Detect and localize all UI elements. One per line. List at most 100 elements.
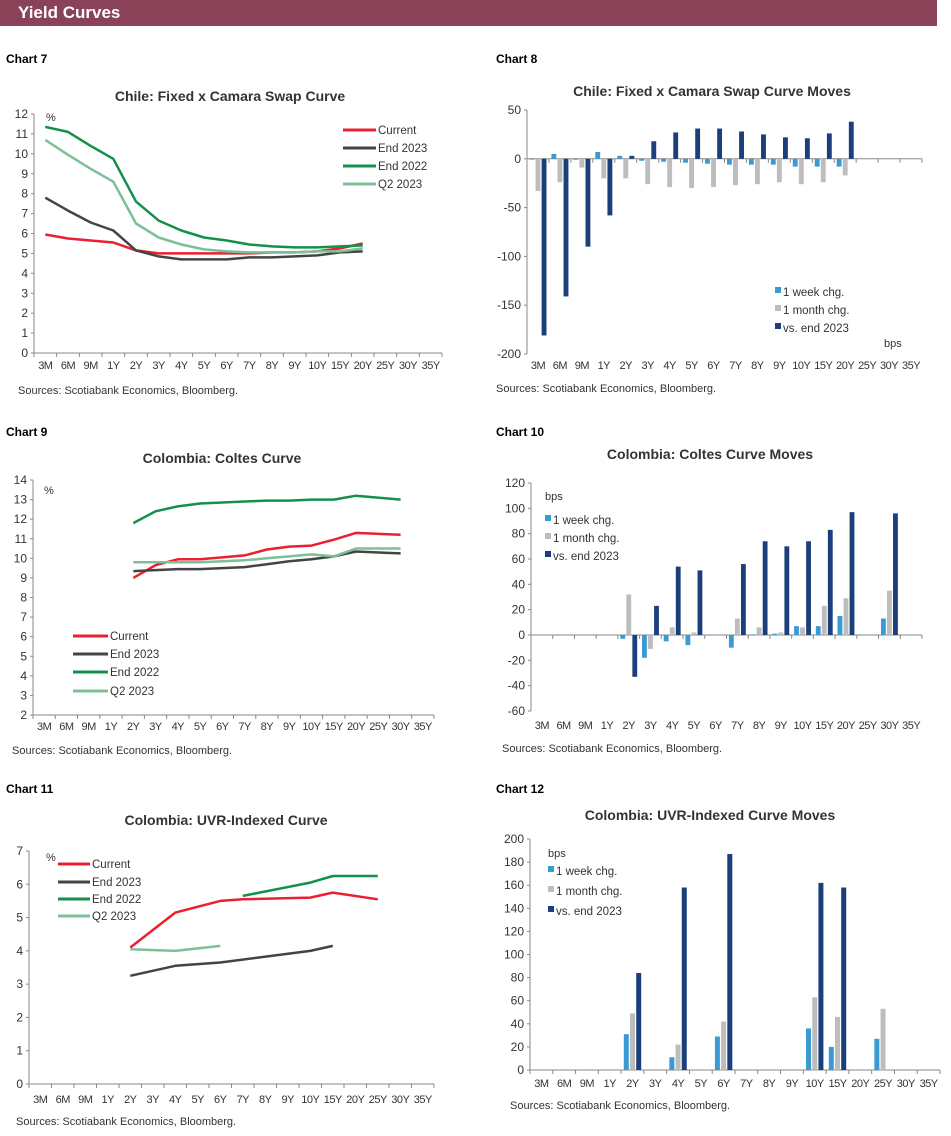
x-tick-label: 20Y: [836, 360, 855, 372]
x-tick-label: 20Y: [347, 721, 366, 733]
x-tick-label: 3Y: [147, 1094, 161, 1106]
legend-label: End 2022: [92, 894, 141, 906]
bar-vs-end-2023-2Y: [629, 155, 635, 159]
legend-label: End 2022: [378, 161, 427, 173]
y-tick-label: 120: [505, 476, 525, 490]
series-line-end-2022: [45, 125, 363, 249]
legend-label: 1 week chg.: [556, 866, 617, 878]
chart-11: Colombia: UVR-Indexed Curve% Sources: Sco…: [16, 812, 435, 1128]
bar-1-week-chg--3Y: [639, 158, 645, 161]
bar-1-week-chg--15Y: [828, 1046, 834, 1070]
bar-1-week-chg--8Y: [748, 158, 754, 165]
source-note: Sources: Scotiabank Economics, Bloomberg…: [502, 743, 722, 755]
x-tick-label: 35Y: [414, 721, 433, 733]
bar-1-week-chg--10Y: [792, 158, 798, 167]
chart-7-label: Chart 7: [6, 52, 48, 66]
y-tick-label: -60: [508, 704, 526, 718]
legend-label: End 2022: [110, 667, 159, 679]
bar-vs-end-2023-2Y: [632, 635, 638, 677]
x-tick-label: 7Y: [243, 360, 257, 372]
bar-1-week-chg--2Y: [620, 635, 626, 639]
x-tick-label: 7Y: [740, 1078, 754, 1090]
x-tick-label: 5Y: [685, 360, 699, 372]
bar-1-month-chg--2Y: [623, 158, 629, 179]
bar-vs-end-2023-5Y: [695, 128, 701, 159]
y-tick-label: 6: [16, 877, 23, 891]
x-tick-label: 10Y: [301, 1094, 320, 1106]
bar-vs-end-2023-20Y: [849, 512, 855, 635]
x-tick-label: 6M: [556, 720, 571, 732]
bar-vs-end-2023-9Y: [782, 137, 788, 159]
x-tick-label: 15Y: [828, 1078, 847, 1090]
bar-1-month-chg--4Y: [667, 158, 673, 188]
y-tick-label: 200: [504, 832, 524, 846]
x-tick-label: 35Y: [422, 360, 441, 372]
legend-label: End 2023: [92, 877, 141, 889]
y-tick-label: 2: [21, 306, 28, 320]
legend-swatch: [775, 287, 781, 293]
x-tick-label: 2Y: [124, 1094, 138, 1106]
x-tick-label: 10Y: [792, 360, 811, 372]
chart-7: Chile: Fixed x Camara Swap Curve% Sources…: [15, 88, 443, 397]
bar-1-month-chg--15Y: [835, 1016, 840, 1070]
bar-1-month-chg--1Y: [601, 158, 607, 179]
series-line-q2-2023: [133, 547, 401, 564]
x-tick-label: 2Y: [130, 360, 144, 372]
source-note: Sources: Scotiabank Economics, Bloomberg…: [18, 385, 238, 397]
y-tick-label: 60: [512, 552, 526, 566]
series-line-q2-2023: [44, 138, 363, 254]
series-line-current: [129, 891, 378, 949]
bar-vs-end-2023-6Y: [717, 128, 723, 159]
y-tick-label: -40: [508, 679, 526, 693]
chart-title: Colombia: UVR-Indexed Curve: [124, 812, 327, 828]
bar-1-month-chg--5Y: [691, 632, 697, 635]
legend-label: 1 week chg.: [783, 287, 844, 299]
x-tick-label: 35Y: [920, 1078, 939, 1090]
y-tick-label: 4: [20, 669, 27, 683]
chart-9: Colombia: Coltes Curve% Sources: Scotiaba…: [12, 450, 435, 757]
x-tick-label: 30Y: [399, 360, 418, 372]
x-tick-label: 15Y: [324, 1094, 343, 1106]
bar-1-week-chg--3M: [529, 158, 535, 160]
y-tick-label: 10: [15, 147, 29, 161]
x-tick-label: 8Y: [753, 720, 767, 732]
x-tick-label: 15Y: [815, 720, 834, 732]
y-tick-label: 3: [16, 977, 23, 991]
y-tick-label: 100: [505, 501, 525, 515]
bar-1-week-chg--4Y: [669, 1057, 675, 1070]
y-tick-label: 1: [21, 326, 28, 340]
x-tick-label: 6Y: [214, 1094, 228, 1106]
y-tick-label: 4: [21, 266, 28, 280]
x-tick-label: 20Y: [837, 720, 856, 732]
bar-1-week-chg--10Y: [794, 626, 799, 635]
y-tick-label: 11: [15, 532, 28, 546]
x-tick-label: 30Y: [897, 1078, 916, 1090]
legend-swatch: [545, 533, 551, 539]
x-tick-label: 25Y: [376, 360, 395, 372]
legend-label: Q2 2023: [110, 686, 154, 698]
x-tick-label: 20Y: [354, 360, 373, 372]
y-tick-label: 6: [20, 630, 27, 644]
y-tick-label: 5: [16, 911, 23, 925]
bar-vs-end-2023-7Y: [739, 131, 744, 159]
bar-1-week-chg--7Y: [728, 635, 734, 648]
y-tick-label: 6: [21, 227, 28, 241]
bar-1-month-chg--7Y: [734, 618, 740, 635]
bar-1-week-chg--9Y: [770, 158, 776, 165]
bar-vs-end-2023-3Y: [654, 605, 659, 635]
x-tick-label: 3M: [37, 721, 52, 733]
chart-title: Colombia: Coltes Curve Moves: [607, 446, 813, 462]
x-tick-label: 15Y: [325, 721, 344, 733]
bar-1-week-chg--7Y: [726, 158, 732, 165]
legend-label: 1 month chg.: [553, 533, 619, 545]
bar-vs-end-2023-15Y: [827, 529, 833, 635]
legend-swatch: [775, 323, 781, 329]
x-tick-label: 25Y: [858, 360, 877, 372]
bar-1-week-chg--2Y: [623, 1034, 629, 1070]
bar-1-month-chg--5Y: [689, 158, 695, 189]
x-tick-label: 4Y: [172, 721, 186, 733]
legend-label: vs. end 2023: [553, 551, 619, 563]
x-tick-label: 8Y: [259, 1094, 273, 1106]
bar-vs-end-2023-4Y: [675, 566, 681, 635]
